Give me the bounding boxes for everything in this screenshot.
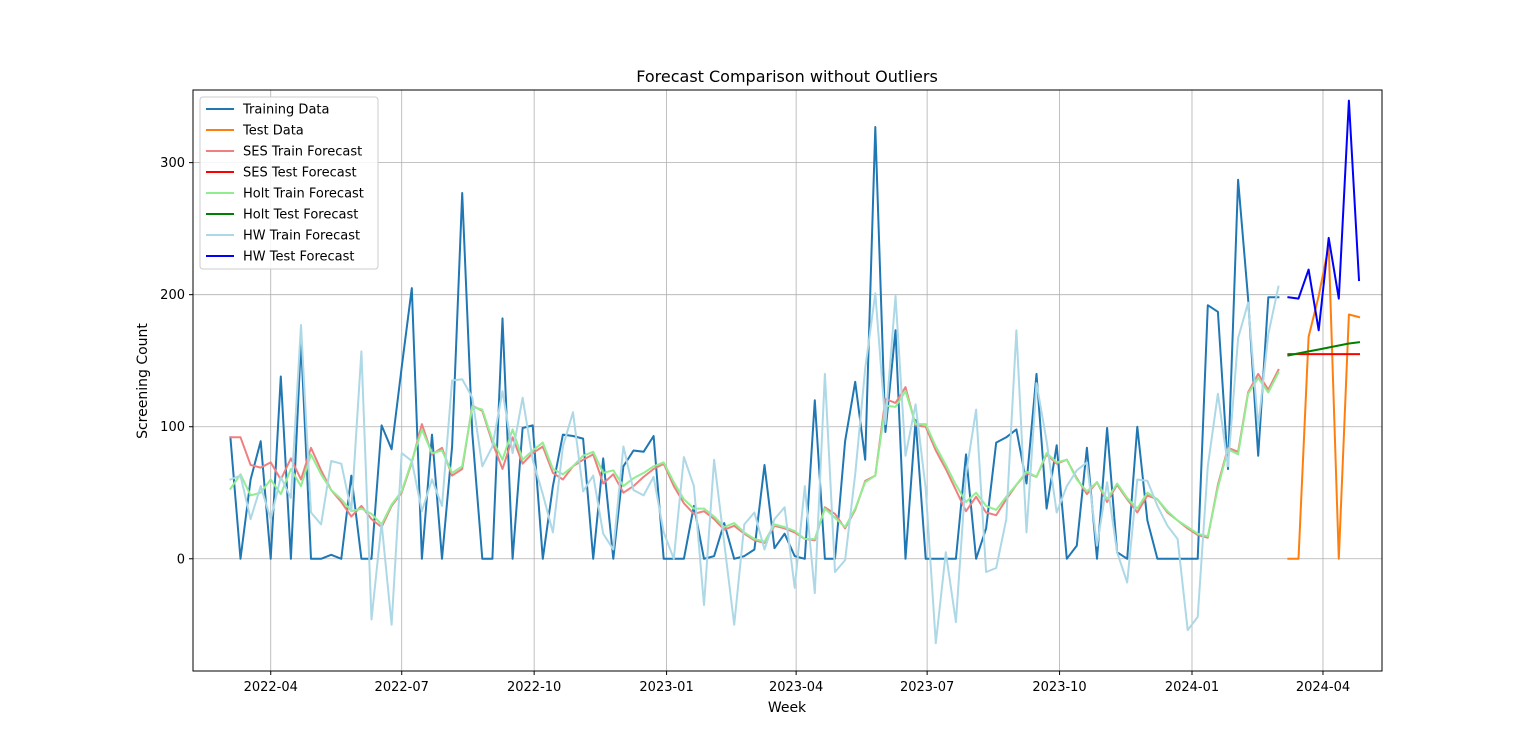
legend-items: Training Data Test Data SES Train Forecast… [206, 103, 364, 265]
y-axis-title: Screening Count [135, 323, 151, 439]
holt-train-forecast-line [229, 371, 1280, 543]
chart-title: Forecast Comparison without Outliers [636, 67, 938, 86]
legend-label: Test Data [242, 124, 304, 139]
y-tick-label: 300 [160, 156, 185, 171]
x-tick-label: 2023-01 [639, 680, 693, 695]
x-tick-label: 2023-07 [900, 680, 954, 695]
legend-label: HW Test Forecast [243, 250, 355, 265]
legend-label: Training Data [242, 103, 329, 118]
x-tick-label: 2024-01 [1165, 680, 1219, 695]
x-axis-title: Week [768, 700, 807, 716]
ses-train-forecast-line [229, 368, 1280, 544]
x-tick-label: 2023-10 [1032, 680, 1086, 695]
test-data-line [1287, 244, 1361, 560]
x-tick-label: 2024-04 [1296, 680, 1350, 695]
x-tick-label: 2023-04 [769, 680, 823, 695]
legend: Training Data Test Data SES Train Forecast… [199, 96, 379, 270]
legend-label: SES Test Forecast [243, 166, 357, 181]
y-tick-label: 0 [177, 552, 185, 567]
legend-label: Holt Train Forecast [243, 187, 364, 202]
hw-test-forecast-line [1287, 99, 1361, 332]
axis-ticks: 2022-04 2022-07 2022-10 2023-01 2023-04 2023-… [160, 156, 1350, 695]
legend-label: SES Train Forecast [243, 145, 362, 160]
legend-label: HW Train Forecast [243, 229, 360, 244]
y-tick-label: 200 [160, 288, 185, 303]
y-tick-label: 100 [160, 420, 185, 435]
hw-train-forecast-line [229, 285, 1280, 645]
x-tick-label: 2022-07 [375, 680, 429, 695]
x-tick-label: 2022-10 [507, 680, 561, 695]
legend-box [199, 96, 379, 270]
x-tick-label: 2022-04 [244, 680, 298, 695]
holt-test-forecast-line [1287, 341, 1361, 357]
plot-frame [192, 89, 1383, 672]
training-data-line [229, 126, 1280, 560]
legend-label: Holt Test Forecast [243, 208, 358, 223]
series-lines [229, 99, 1361, 645]
